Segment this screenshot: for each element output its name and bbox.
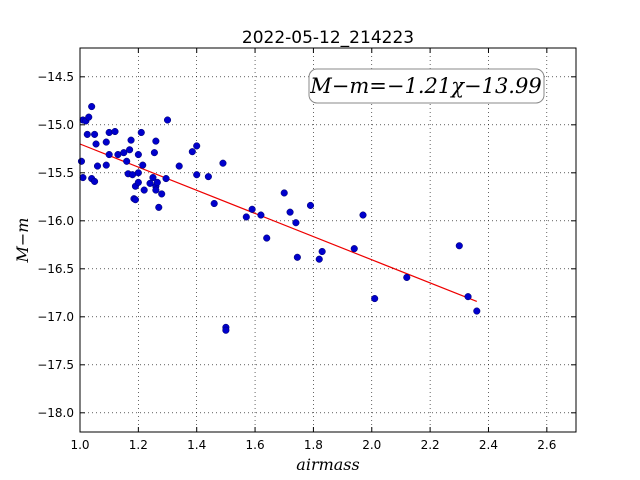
grid xyxy=(79,48,576,432)
data-point xyxy=(280,189,288,197)
data-point xyxy=(188,148,196,156)
data-point xyxy=(139,161,147,169)
data-point xyxy=(263,234,271,242)
data-point xyxy=(371,295,379,303)
data-point xyxy=(315,255,323,263)
fit-line-layer xyxy=(79,143,478,302)
data-point xyxy=(149,174,157,182)
data-point xyxy=(88,103,96,111)
data-point xyxy=(318,247,326,256)
x-tick-label: 2.4 xyxy=(479,438,498,452)
data-point xyxy=(163,116,172,124)
data-point xyxy=(162,175,170,183)
data-point xyxy=(359,211,367,219)
y-tick-label: −16.0 xyxy=(37,214,74,228)
data-point xyxy=(150,149,158,157)
x-tick-label: 1.4 xyxy=(187,438,206,452)
y-tick-label: −17.5 xyxy=(37,358,74,372)
y-tick-label: −16.5 xyxy=(37,262,74,276)
data-point xyxy=(123,157,131,165)
x-tick-label: 2.6 xyxy=(537,438,556,452)
data-point xyxy=(93,162,102,170)
y-axis-label: M−m xyxy=(13,218,32,264)
data-point xyxy=(153,178,161,186)
plot-frame xyxy=(79,47,577,433)
axis-ticks: 1.0 1.2 1.4 1.6 1.8 2.0 2.2 2.4 2.6 −14.5 −15.0 −15… xyxy=(37,48,576,452)
data-point xyxy=(403,273,411,281)
data-point xyxy=(105,128,113,137)
fit-line xyxy=(79,143,478,302)
x-tick-label: 2.2 xyxy=(421,438,440,452)
data-point xyxy=(293,253,301,261)
data-point xyxy=(286,208,294,216)
y-tick-label: −15.0 xyxy=(37,118,74,132)
data-point xyxy=(77,157,86,165)
data-point xyxy=(473,307,481,315)
data-point xyxy=(210,199,218,208)
x-tick-label: 1.0 xyxy=(70,438,89,452)
data-point xyxy=(134,178,142,186)
data-point xyxy=(92,140,100,148)
x-tick-label: 2.0 xyxy=(362,438,381,452)
data-point xyxy=(120,149,128,157)
fit-annotation: M−m=−1.21χ−13.99 xyxy=(308,68,545,104)
x-tick-label: 1.2 xyxy=(129,438,148,452)
x-tick-label: 1.8 xyxy=(304,438,323,452)
data-point xyxy=(306,201,315,209)
y-tick-label: −14.5 xyxy=(37,70,74,84)
data-point xyxy=(91,177,99,185)
x-axis-label: airmass xyxy=(296,455,359,474)
data-point xyxy=(83,130,91,138)
data-point xyxy=(219,159,227,167)
x-tick-label: 1.6 xyxy=(246,438,265,452)
data-point xyxy=(111,127,119,136)
data-point xyxy=(102,161,110,169)
data-point xyxy=(146,179,154,187)
data-point xyxy=(158,190,166,198)
data-point xyxy=(152,137,160,145)
scatter-points xyxy=(77,103,481,334)
data-point xyxy=(126,146,134,154)
data-point xyxy=(464,293,472,301)
y-tick-label: −18.0 xyxy=(37,406,74,420)
data-point xyxy=(137,128,145,137)
data-point xyxy=(152,186,160,194)
data-point xyxy=(127,136,135,144)
data-point xyxy=(257,211,265,219)
data-point xyxy=(85,113,93,121)
data-point xyxy=(222,326,230,334)
data-point xyxy=(248,205,256,213)
data-point xyxy=(292,219,300,227)
data-point xyxy=(193,142,201,150)
data-point xyxy=(193,171,201,179)
y-tick-label: −15.5 xyxy=(37,166,74,180)
annotation-text: M−m=−1.21χ−13.99 xyxy=(309,74,541,98)
chart-title: 2022-05-12_214223 xyxy=(242,28,414,48)
data-point xyxy=(155,203,163,211)
data-point xyxy=(134,151,142,159)
data-point xyxy=(350,245,358,253)
data-point xyxy=(131,196,139,204)
data-point xyxy=(134,169,142,177)
data-point xyxy=(102,138,110,146)
data-point xyxy=(242,213,250,221)
data-point xyxy=(204,173,212,181)
data-point xyxy=(105,151,113,159)
data-point xyxy=(175,162,183,170)
data-point xyxy=(140,186,148,194)
y-tick-label: −17.0 xyxy=(37,310,74,324)
data-point xyxy=(91,130,99,138)
data-point xyxy=(79,174,87,182)
annotation-box xyxy=(308,68,545,104)
data-point xyxy=(455,242,463,250)
